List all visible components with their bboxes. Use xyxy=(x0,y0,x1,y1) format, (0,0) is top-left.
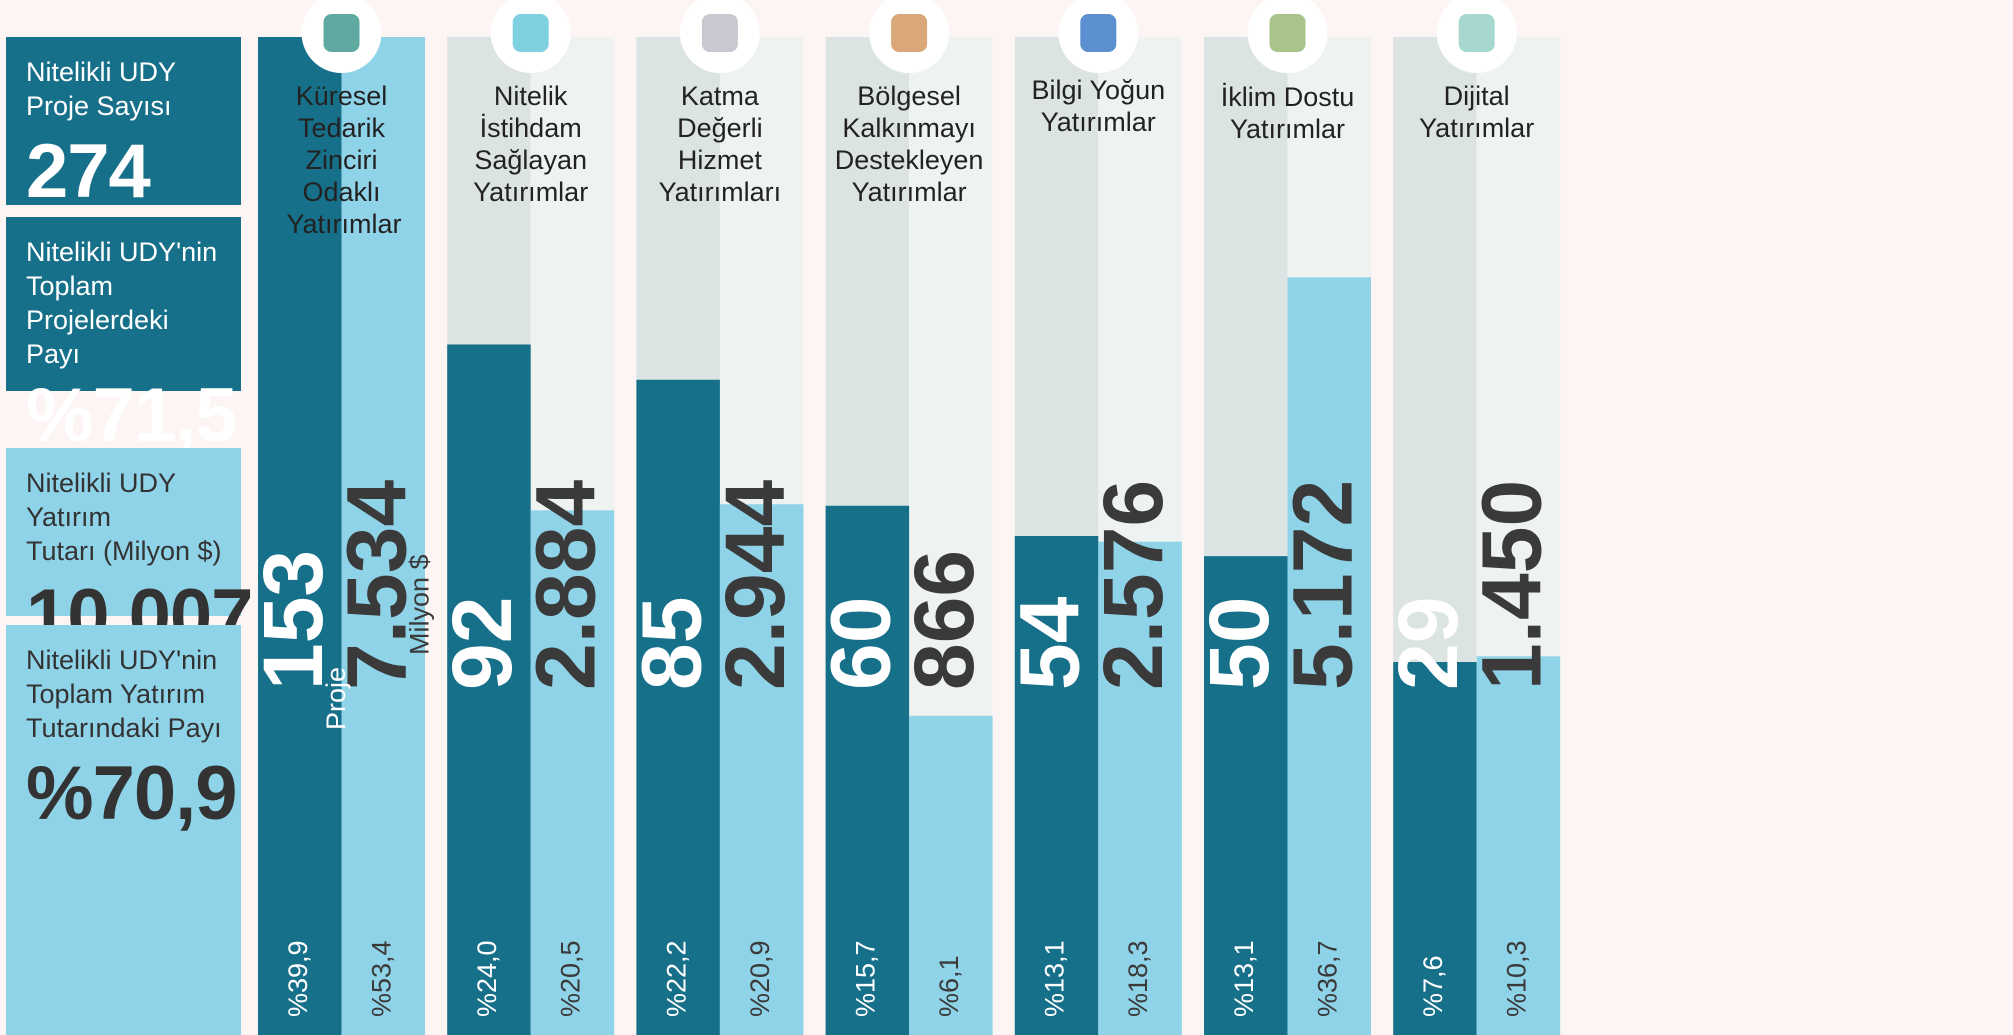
bar xyxy=(1393,662,1477,1035)
share-label: %15,7 xyxy=(850,940,880,1017)
stat-label-line: Nitelikli UDY'nin xyxy=(26,237,218,267)
category-label: Dijital Yatırımlar xyxy=(1419,81,1535,143)
icon xyxy=(323,14,360,52)
value-label: 2.944 xyxy=(708,480,802,690)
share-label: %7,6 xyxy=(1418,955,1448,1017)
share-label: %39,9 xyxy=(283,940,313,1017)
share-label: %22,2 xyxy=(661,940,691,1017)
bar xyxy=(530,510,615,1035)
value-label: 54 xyxy=(1003,596,1097,690)
value-label: 50 xyxy=(1192,597,1286,690)
category-label: Katma Değerli Hizmet Yatırımları xyxy=(658,81,782,207)
value-label: 866 xyxy=(897,550,991,690)
stat-label: Nitelikli UDY'nin Toplam Yatırım Tutarında… xyxy=(26,643,229,745)
category-label: İklim Dostu Yatırımlar xyxy=(1220,82,1355,144)
value-label: 7.534 xyxy=(329,480,423,690)
share-label: %20,9 xyxy=(745,940,775,1017)
icon xyxy=(701,14,738,52)
category-label: Bilgi Yoğun Yatırımlar xyxy=(1031,75,1166,137)
share-label: %20,5 xyxy=(556,940,586,1017)
stat-value: 274 xyxy=(26,129,151,214)
stat-label: Nitelikli UDY'nin Toplam Projelerdeki Payı xyxy=(26,235,229,371)
stat-label-line: Nitelikli UDY'nin xyxy=(26,645,218,675)
icon xyxy=(1080,14,1117,52)
bar xyxy=(1014,536,1099,1035)
value-label: 2.576 xyxy=(1086,480,1180,690)
icon xyxy=(891,14,928,52)
value-label: 153 xyxy=(246,550,340,690)
series-label: Milyon $ xyxy=(404,554,434,655)
bar xyxy=(1476,656,1561,1035)
share-label: %36,7 xyxy=(1312,940,1342,1017)
icon xyxy=(512,14,549,52)
category-label: Bölgesel Kalkınmayı Destekleyen Yatırıml… xyxy=(834,81,984,207)
bar xyxy=(341,37,425,1035)
category-label: Nitelik İstihdam Sağlayan Yatırımlar xyxy=(473,81,589,207)
share-label: %24,0 xyxy=(472,940,502,1017)
bar xyxy=(909,715,993,1035)
bar xyxy=(825,505,910,1035)
value-label: 85 xyxy=(624,597,718,690)
value-label: 1.450 xyxy=(1465,480,1559,690)
stat-label: Nitelikli UDY Yatırım Tutarı (Milyon $) xyxy=(26,466,229,568)
value-label: 29 xyxy=(1381,597,1475,690)
stat-value: %71,5 xyxy=(26,373,238,458)
share-label: %53,4 xyxy=(366,940,396,1017)
share-label: %13,1 xyxy=(1040,940,1070,1017)
bar xyxy=(1098,541,1182,1035)
bar xyxy=(1204,556,1288,1035)
stat-label-line: Payı xyxy=(26,339,81,369)
share-label: %18,3 xyxy=(1123,940,1153,1017)
stat-label-line: Toplam Yatırım xyxy=(26,679,206,709)
category-label: Küresel Tedarik Zinciri Odaklı Yatırımla… xyxy=(286,81,402,239)
value-label: 2.884 xyxy=(519,480,613,690)
bar xyxy=(1287,277,1371,1035)
share-label: %10,3 xyxy=(1502,940,1532,1017)
stat-box: Nitelikli UDY'nin Toplam Projelerdeki Payı… xyxy=(6,217,241,458)
bar xyxy=(719,504,804,1035)
share-label: %13,1 xyxy=(1229,940,1259,1017)
bar xyxy=(447,344,531,1035)
stat-label-line: Proje Sayısı xyxy=(26,91,172,121)
bar xyxy=(636,379,720,1035)
share-label: %6,1 xyxy=(934,955,964,1017)
stat-box: Nitelikli UDY'nin Toplam Yatırım Tutarında… xyxy=(6,625,241,1035)
icon xyxy=(1269,14,1306,52)
stat-label-line: Toplam Projelerdeki xyxy=(26,271,169,335)
stat-value: %70,9 xyxy=(26,751,238,836)
icon xyxy=(1458,14,1495,52)
stat-label-line: Nitelikli UDY xyxy=(26,57,177,87)
series-label: Proje xyxy=(321,667,351,730)
bar xyxy=(258,37,342,1035)
stat-label: Nitelikli UDY Proje Sayısı xyxy=(26,55,229,123)
stat-label-line: Nitelikli UDY Yatırım xyxy=(26,468,176,532)
value-label: 5.172 xyxy=(1275,480,1369,690)
stat-box: Nitelikli UDY Yatırım Tutarı (Milyon $) 10… xyxy=(6,448,253,659)
stat-label-line: Tutarı (Milyon $) xyxy=(26,536,222,566)
value-label: 60 xyxy=(814,597,908,690)
stat-box: Nitelikli UDY Proje Sayısı 274 xyxy=(6,37,241,214)
stat-label-line: Tutarındaki Payı xyxy=(26,713,222,743)
value-label: 92 xyxy=(435,597,529,690)
